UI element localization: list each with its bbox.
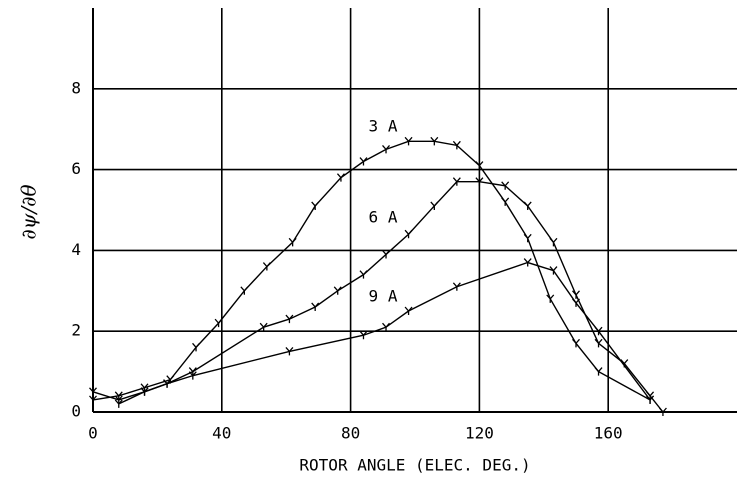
marker xyxy=(285,314,294,324)
y-tick-label: 6 xyxy=(71,159,81,178)
x-tick-label: 0 xyxy=(88,424,98,443)
marker xyxy=(572,338,580,348)
x-tick-label: 40 xyxy=(212,424,231,443)
marker xyxy=(501,181,510,190)
series-label: 3 A xyxy=(369,117,398,136)
marker xyxy=(523,233,532,243)
marker xyxy=(333,286,342,295)
marker xyxy=(523,201,532,210)
marker xyxy=(336,173,345,182)
marker xyxy=(214,318,223,328)
marker xyxy=(188,371,197,380)
marker xyxy=(501,197,510,206)
y-tick-label: 4 xyxy=(71,240,81,259)
marker xyxy=(359,270,368,279)
marker xyxy=(572,290,580,299)
marker xyxy=(404,229,413,239)
marker xyxy=(594,326,603,336)
marker xyxy=(382,322,391,332)
series-label: 9 A xyxy=(369,287,398,306)
marker xyxy=(262,262,271,271)
marker xyxy=(89,387,97,396)
marker xyxy=(311,201,320,210)
y-tick-label: 2 xyxy=(71,321,81,340)
marker xyxy=(475,161,484,170)
x-tick-label: 120 xyxy=(465,424,494,443)
series-label: 6 A xyxy=(369,208,398,227)
marker xyxy=(382,144,391,154)
marker xyxy=(430,136,439,146)
marker xyxy=(430,201,439,210)
marker xyxy=(594,367,603,376)
marker xyxy=(259,322,268,332)
y-tick-label: 0 xyxy=(71,402,81,421)
marker xyxy=(475,177,484,186)
marker xyxy=(240,286,249,295)
marker xyxy=(594,338,603,348)
marker xyxy=(572,298,580,307)
marker xyxy=(452,282,461,291)
marker xyxy=(89,395,97,404)
x-tick-label: 160 xyxy=(594,424,623,443)
y-tick-label: 8 xyxy=(71,78,81,97)
x-tick-label: 80 xyxy=(341,424,360,443)
marker xyxy=(546,294,555,303)
series-line xyxy=(92,140,651,401)
series-line xyxy=(118,181,664,413)
marker xyxy=(285,346,294,356)
marker xyxy=(311,302,320,311)
marker xyxy=(404,136,413,146)
marker xyxy=(646,395,655,404)
marker xyxy=(163,379,172,388)
marker xyxy=(140,387,149,396)
marker xyxy=(549,266,558,275)
marker xyxy=(523,258,532,267)
marker xyxy=(192,342,201,352)
marker xyxy=(452,177,461,186)
marker xyxy=(359,330,368,340)
marker xyxy=(452,140,461,150)
marker xyxy=(114,395,123,404)
marker xyxy=(359,157,368,166)
marker xyxy=(549,237,558,247)
y-axis-label: ∂ψ/∂θ xyxy=(17,184,41,239)
marker xyxy=(382,250,391,259)
marker xyxy=(114,399,123,408)
marker xyxy=(658,407,667,416)
marker xyxy=(288,237,297,247)
x-axis-label: ROTOR ANGLE (ELEC. DEG.) xyxy=(299,456,530,475)
marker xyxy=(404,306,413,315)
